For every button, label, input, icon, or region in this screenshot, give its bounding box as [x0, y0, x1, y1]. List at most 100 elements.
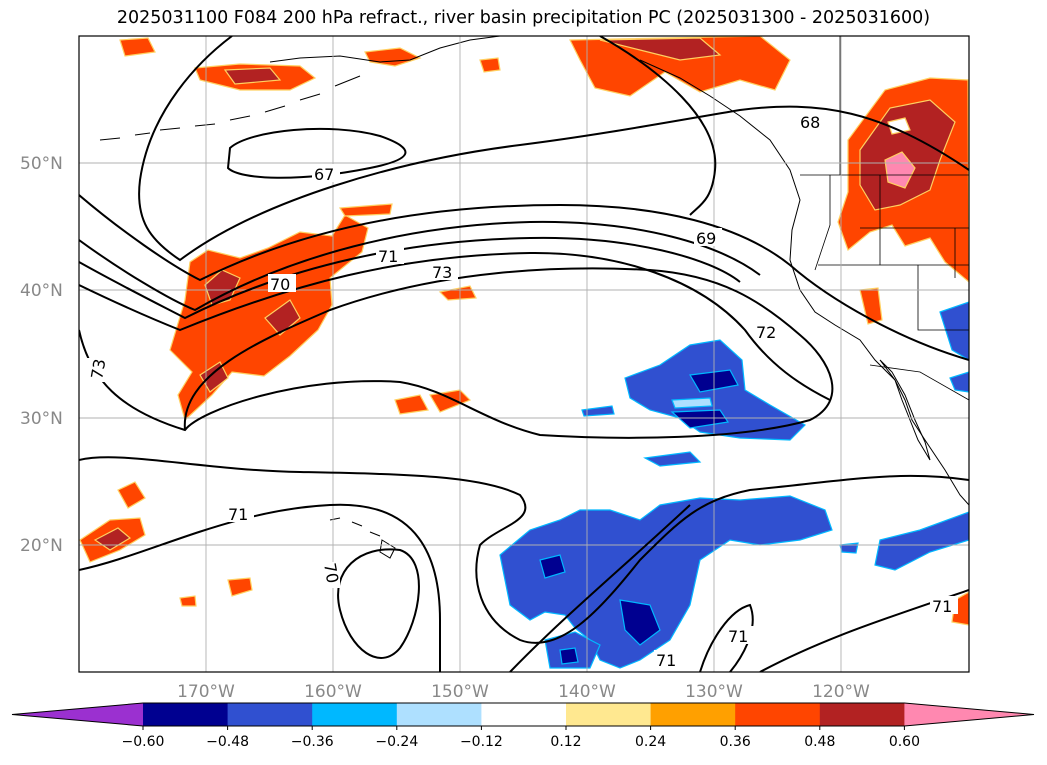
shading-region — [93, 527, 132, 551]
colorbar-swatch — [650, 703, 736, 726]
lat-label: 20°N — [20, 536, 63, 556]
contour-label: 73 — [87, 357, 109, 380]
colorbar-tick-label: −0.36 — [291, 734, 334, 750]
contour-label: 68 — [800, 113, 820, 132]
colorbar-tick-label: 0.36 — [720, 734, 751, 750]
shading-region — [599, 37, 722, 61]
shading-region — [264, 299, 301, 336]
lon-label: 150°W — [431, 682, 489, 702]
contour-73-line — [79, 267, 834, 439]
shading-region — [671, 397, 713, 409]
colorbar-swatch — [227, 703, 313, 726]
colorbar-tick-label: 0.24 — [635, 734, 666, 750]
shading-region — [539, 554, 566, 579]
map-area: 67 68 69 70 71 72 73 73 71 70 71 71 71 — [79, 36, 969, 672]
gridlines — [79, 36, 969, 672]
contour-72-line — [79, 251, 831, 401]
contour-label: 70 — [270, 275, 290, 294]
shading-region — [394, 394, 429, 415]
contour-label: 71 — [378, 247, 398, 266]
shading-region — [874, 511, 969, 571]
shading-region — [839, 542, 859, 554]
colorbar-swatch — [481, 703, 567, 726]
contour-label: 71 — [656, 651, 676, 670]
alaska-coast — [269, 36, 501, 63]
shading-region — [624, 339, 806, 441]
shading-region — [179, 595, 197, 607]
colorbar-swatch — [312, 703, 398, 726]
colorbar-swatch — [143, 703, 229, 726]
shading-region — [499, 495, 833, 669]
map-title: 2025031100 F084 200 hPa refract., river … — [116, 8, 931, 28]
shading-region — [119, 37, 156, 57]
contour-label: 67 — [314, 165, 334, 184]
contour-71-south-line — [79, 456, 969, 644]
lon-label: 130°W — [685, 682, 743, 702]
contour-label: 72 — [756, 323, 776, 342]
lat-label: 40°N — [20, 281, 63, 301]
contour-label: 69 — [696, 229, 716, 248]
contour-71-lower-line — [79, 503, 441, 672]
contour-label: 71 — [728, 627, 748, 646]
contour-labels: 67 68 69 70 71 72 73 73 71 70 71 71 71 — [86, 112, 958, 670]
shading-region — [949, 371, 969, 393]
colorbar-swatch — [566, 703, 652, 726]
shading-region — [581, 405, 615, 417]
contour-label: 73 — [432, 263, 452, 282]
colorbar-tick-label: 0.48 — [804, 734, 835, 750]
contour-label: 71 — [932, 597, 952, 616]
political-borders — [800, 36, 969, 401]
colorbar-tick-label: −0.24 — [375, 734, 418, 750]
contour-label: 70 — [320, 561, 342, 584]
colorbar-extend-right — [904, 703, 1034, 726]
colorbar-tick-label: 0.12 — [550, 734, 581, 750]
colorbar-swatch — [396, 703, 482, 726]
contour-69-line — [79, 194, 969, 361]
lat-label: 30°N — [20, 409, 63, 429]
lon-label: 120°W — [812, 682, 870, 702]
lon-label: 160°W — [304, 682, 362, 702]
contour-70-south-line — [337, 548, 420, 659]
baja-california — [879, 359, 931, 461]
colorbar-tick-label: 0.60 — [889, 734, 920, 750]
contour-70-line — [79, 220, 761, 312]
colorbar-swatch — [735, 703, 821, 726]
shading-region — [479, 57, 501, 73]
coastlines — [99, 36, 969, 559]
shading-region — [338, 203, 393, 217]
shading-region — [887, 117, 911, 135]
colorbar-tick-label: −0.60 — [122, 734, 165, 750]
contour-outer-line — [599, 36, 717, 216]
shading-region — [619, 599, 661, 646]
shading-region — [117, 481, 146, 509]
colorbar-tick-label: −0.12 — [460, 734, 503, 750]
contour-71-se-line — [699, 603, 754, 672]
lon-label: 140°W — [558, 682, 616, 702]
contour-67-line — [226, 127, 407, 179]
shading-region — [559, 647, 579, 665]
longitude-labels: 170°W 160°W 150°W 140°W 130°W 120°W — [177, 682, 870, 702]
colorbar-swatch — [819, 703, 905, 726]
shading-region — [643, 451, 702, 467]
contour-label: 71 — [228, 505, 248, 524]
state-borders — [814, 175, 969, 331]
contour-68-line — [138, 36, 969, 262]
aleutian-islands — [99, 75, 361, 141]
contour-diagonal-line — [509, 504, 691, 672]
colorbar-extend-left — [12, 703, 143, 726]
shading-region — [884, 151, 916, 189]
shading-region — [199, 361, 229, 393]
lon-label: 170°W — [177, 682, 235, 702]
latitude-labels: 50°N 40°N 30°N 20°N — [20, 154, 63, 556]
shading-region — [939, 301, 969, 361]
lat-label: 50°N — [20, 154, 63, 174]
hawaiian-islands — [329, 517, 396, 559]
colorbar: −0.60 −0.48 −0.36 −0.24 −0.12 0.12 0.24 0.36 0.4… — [11, 702, 1035, 750]
negative-precip-shading — [499, 301, 969, 669]
shading-region — [859, 287, 883, 325]
colorbar-tick-label: −0.48 — [206, 734, 249, 750]
map-frame — [78, 35, 970, 673]
us-mexico-border — [869, 364, 969, 401]
shading-region — [227, 577, 253, 597]
